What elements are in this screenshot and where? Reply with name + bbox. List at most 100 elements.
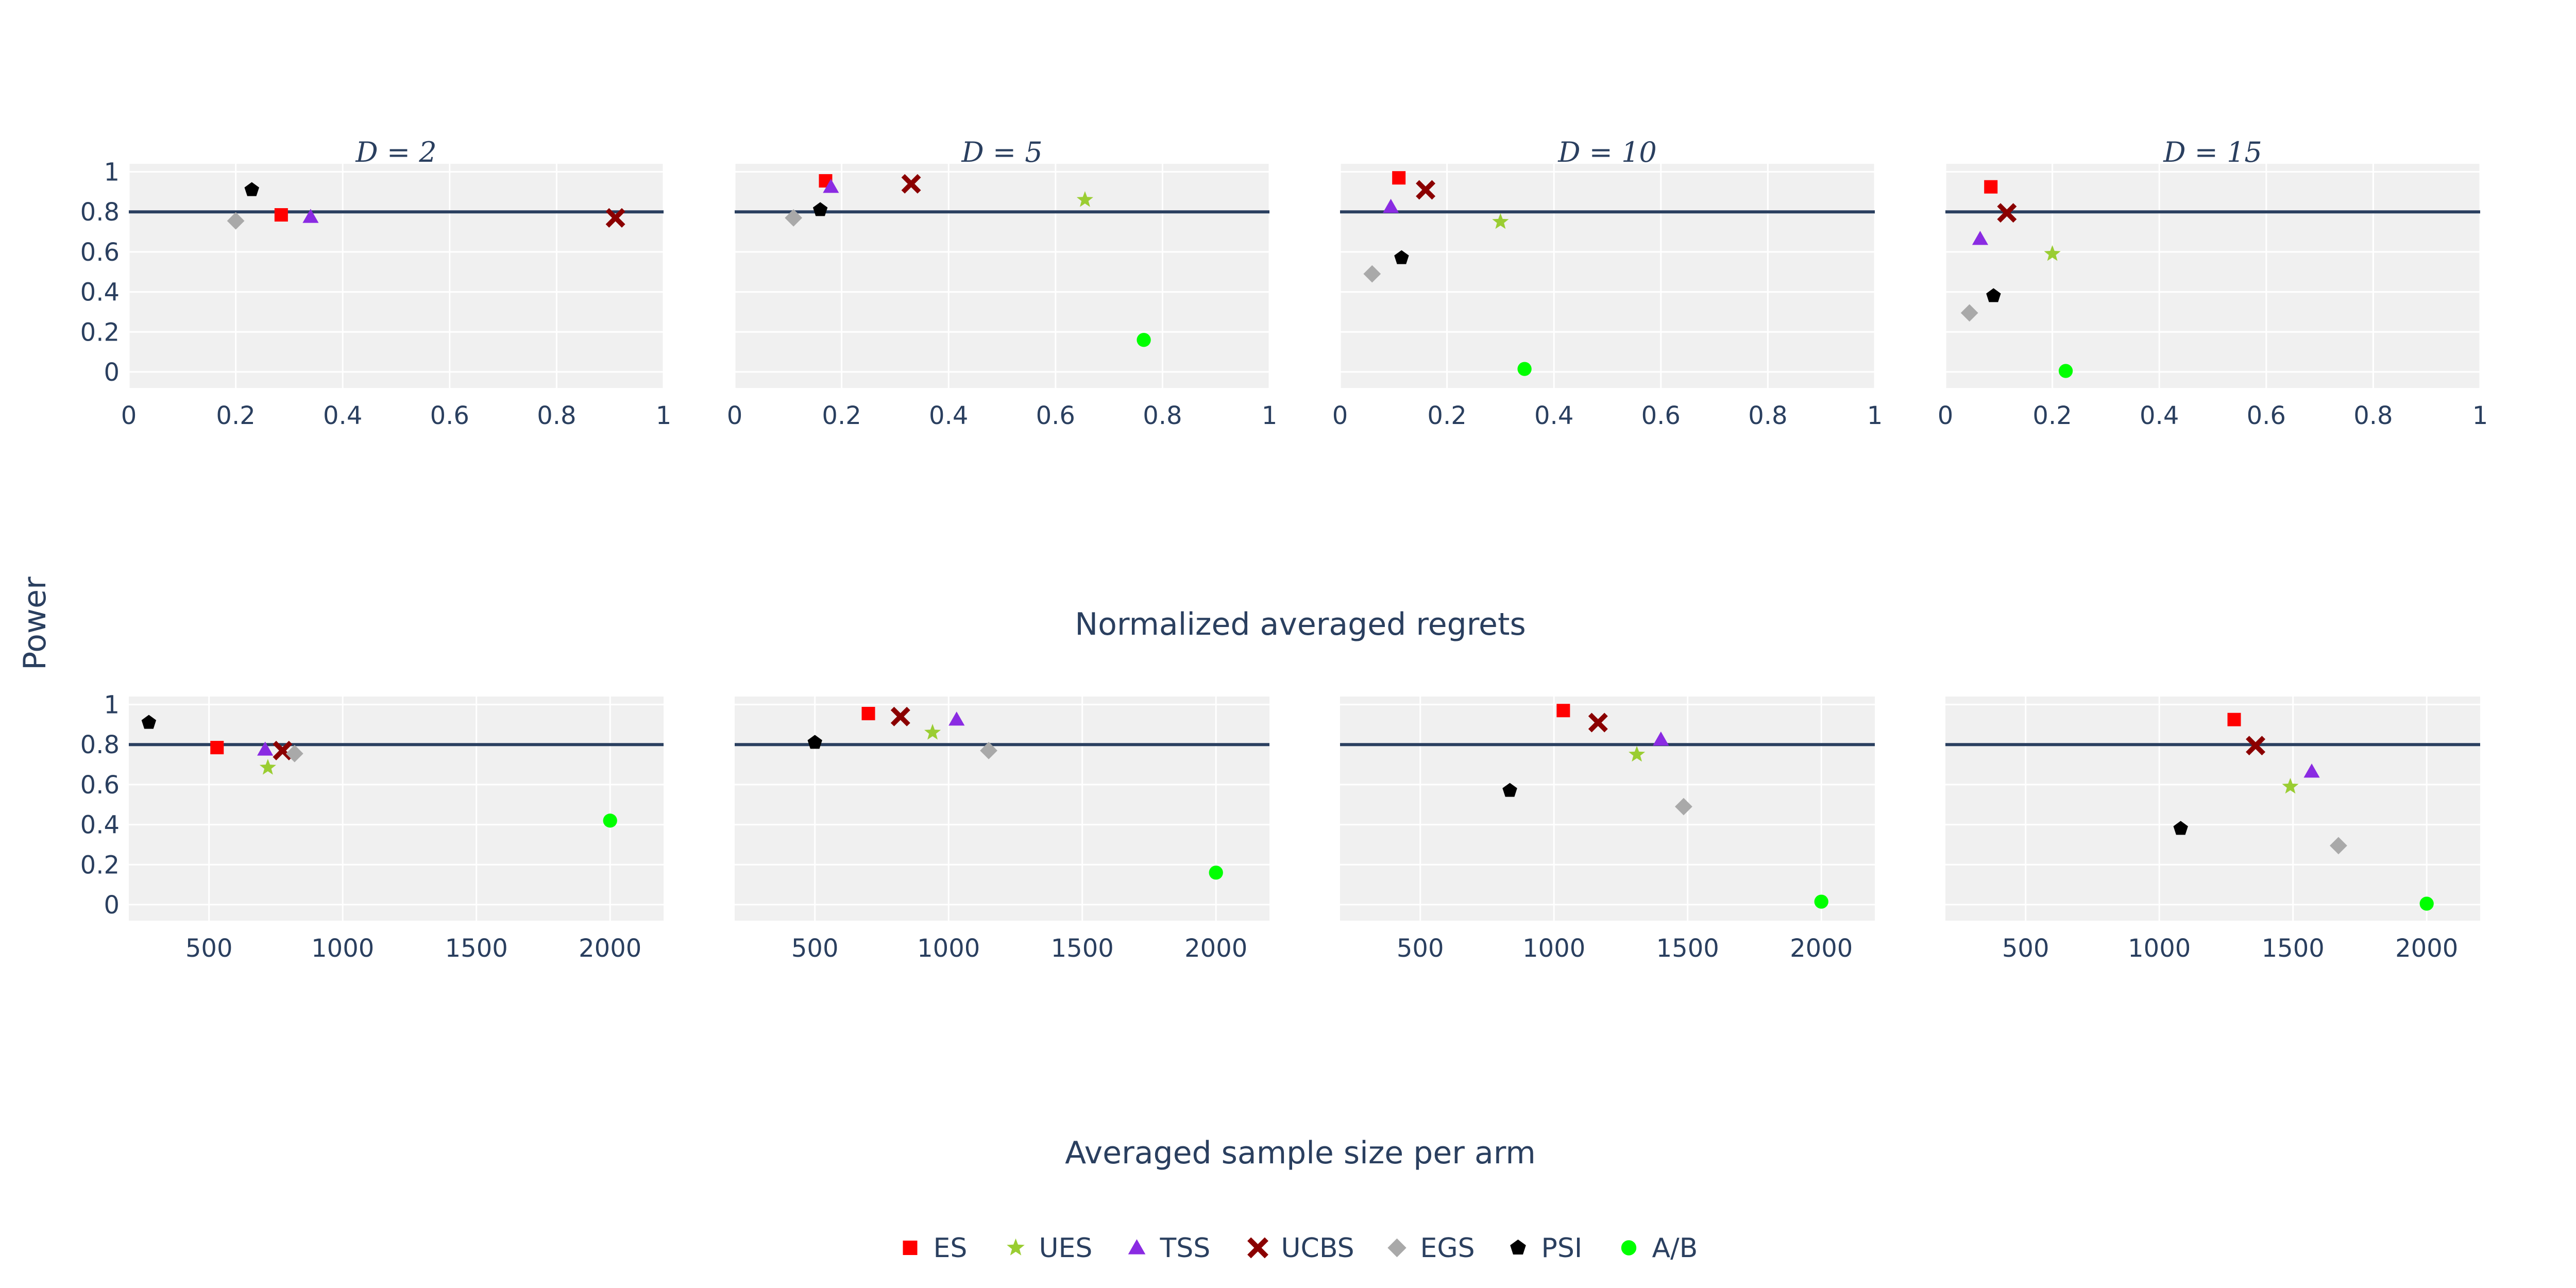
point-psi [1394, 250, 1409, 264]
x-tick-label: 2000 [579, 934, 641, 963]
x-tick-label: 500 [1397, 934, 1444, 963]
point-tss [1383, 198, 1399, 213]
point-a-b [2058, 364, 2073, 378]
y-tick-label: 0.8 [80, 731, 120, 759]
x-tick-label: 1 [656, 401, 672, 430]
legend-marker-a-b [1621, 1240, 1637, 1256]
point-egs [1675, 798, 1692, 816]
legend-marker-tss [1128, 1239, 1146, 1255]
y-tick-label: 0.8 [80, 198, 120, 227]
point-egs [285, 744, 303, 762]
plot-area [735, 164, 1269, 388]
x-tick-label: 1000 [311, 934, 374, 963]
legend-label: A/B [1652, 1233, 1698, 1264]
y-tick-label: 0.6 [80, 238, 120, 267]
point-es [1556, 704, 1570, 718]
x-tick-label: 2000 [1790, 934, 1853, 963]
x-tick-label: 0.4 [2140, 401, 2179, 430]
point-a-b [2419, 896, 2434, 911]
x-tick-label: 0.6 [1036, 401, 1075, 430]
y-tick-label: 0.2 [80, 851, 120, 879]
data-points [2173, 713, 2434, 911]
x-tick-label: 500 [791, 934, 839, 963]
legend-item-a-b: A/B [1621, 1233, 1698, 1264]
x-tick-label: 1500 [445, 934, 508, 963]
point-ucbs [890, 706, 910, 726]
plot-area [1340, 697, 1875, 921]
point-es [274, 208, 288, 222]
x-tick-label: 0.8 [1143, 401, 1182, 430]
data-points [141, 715, 617, 828]
subplot-samplesize-4: 500 1000 1500 2000 [1945, 697, 2480, 963]
subplot-title: D = 15 [2163, 136, 2262, 168]
legend-label: UES [1039, 1233, 1093, 1264]
point-psi [1502, 783, 1517, 797]
x-tick-label: 500 [2002, 934, 2049, 963]
x-tick-label: 1500 [2262, 934, 2325, 963]
subplot-title: D = 2 [355, 136, 436, 168]
subplot-regret-3: 0 0.2 0.4 0.6 0.8 1 D = 10 [1332, 136, 1883, 430]
point-psi [1986, 288, 2001, 302]
x-tick-label: 1500 [1051, 934, 1114, 963]
legend-label: EGS [1420, 1233, 1475, 1264]
point-egs [980, 741, 997, 759]
subplot-samplesize-1: 500 1000 1500 2000 0 0.2 0.4 0.6 0.8 1 [80, 691, 664, 963]
subplot-title: D = 10 [1557, 136, 1657, 168]
legend-label: ES [934, 1233, 968, 1264]
data-points [1363, 171, 1532, 376]
legend-marker-ucbs [1247, 1237, 1268, 1259]
point-psi [807, 735, 822, 749]
legend-label: UCBS [1281, 1233, 1354, 1264]
point-ucbs [273, 740, 293, 760]
legend-item-es: ES [903, 1233, 968, 1264]
legend: ES UES TSS UCBS EGS PSI A/B [903, 1233, 1698, 1264]
x-tick-label: 1000 [2128, 934, 2191, 963]
data-points [785, 174, 1151, 347]
point-ucbs [1588, 713, 1608, 733]
x-tick-label: 0.2 [216, 401, 255, 430]
x-tick-label: 0.8 [2353, 401, 2393, 430]
point-tss [257, 741, 274, 756]
point-ucbs [901, 174, 921, 194]
subplot-regret-4: 0 0.2 0.4 0.6 0.8 1 D = 15 [1938, 136, 2488, 430]
point-ues [1629, 745, 1646, 762]
y-tick-label: 1 [104, 691, 120, 720]
point-egs [227, 212, 245, 230]
plot-area [1340, 164, 1875, 388]
point-ues [259, 759, 276, 775]
x-tick-label: 0.2 [1427, 401, 1466, 430]
x-tick-label: 0.4 [1534, 401, 1573, 430]
data-points [1502, 704, 1828, 909]
data-points [807, 706, 1223, 880]
legend-marker-ues [1007, 1238, 1025, 1256]
legend-item-ues: UES [1007, 1233, 1092, 1264]
y-axis-label: Power [17, 577, 53, 670]
x-tick-label: 1500 [1656, 934, 1719, 963]
x-tick-label: 1 [2472, 401, 2488, 430]
x-tick-label: 0.4 [929, 401, 968, 430]
x-tick-label: 0 [727, 401, 743, 430]
point-es [861, 707, 875, 721]
point-ucbs [605, 208, 625, 228]
legend-item-tss: TSS [1128, 1233, 1210, 1264]
legend-item-ucbs: UCBS [1247, 1233, 1354, 1264]
point-ues [924, 724, 941, 740]
plot-area [129, 164, 664, 388]
x-tick-label: 1000 [917, 934, 980, 963]
point-tss [1972, 231, 1989, 245]
point-psi [812, 202, 828, 216]
legend-item-psi: PSI [1510, 1233, 1582, 1264]
point-a-b [603, 814, 617, 828]
point-ues [2044, 245, 2061, 261]
point-a-b [1209, 866, 1223, 880]
x-axis-label-regrets: Normalized averaged regrets [1075, 606, 1526, 642]
x-tick-label: 1 [1867, 401, 1883, 430]
point-psi [141, 715, 157, 729]
x-tick-label: 500 [185, 934, 233, 963]
point-es [1392, 171, 1406, 185]
subplot-title: D = 5 [961, 136, 1042, 168]
point-tss [948, 711, 965, 726]
x-tick-label: 0.4 [323, 401, 362, 430]
x-tick-label: 0.6 [430, 401, 469, 430]
